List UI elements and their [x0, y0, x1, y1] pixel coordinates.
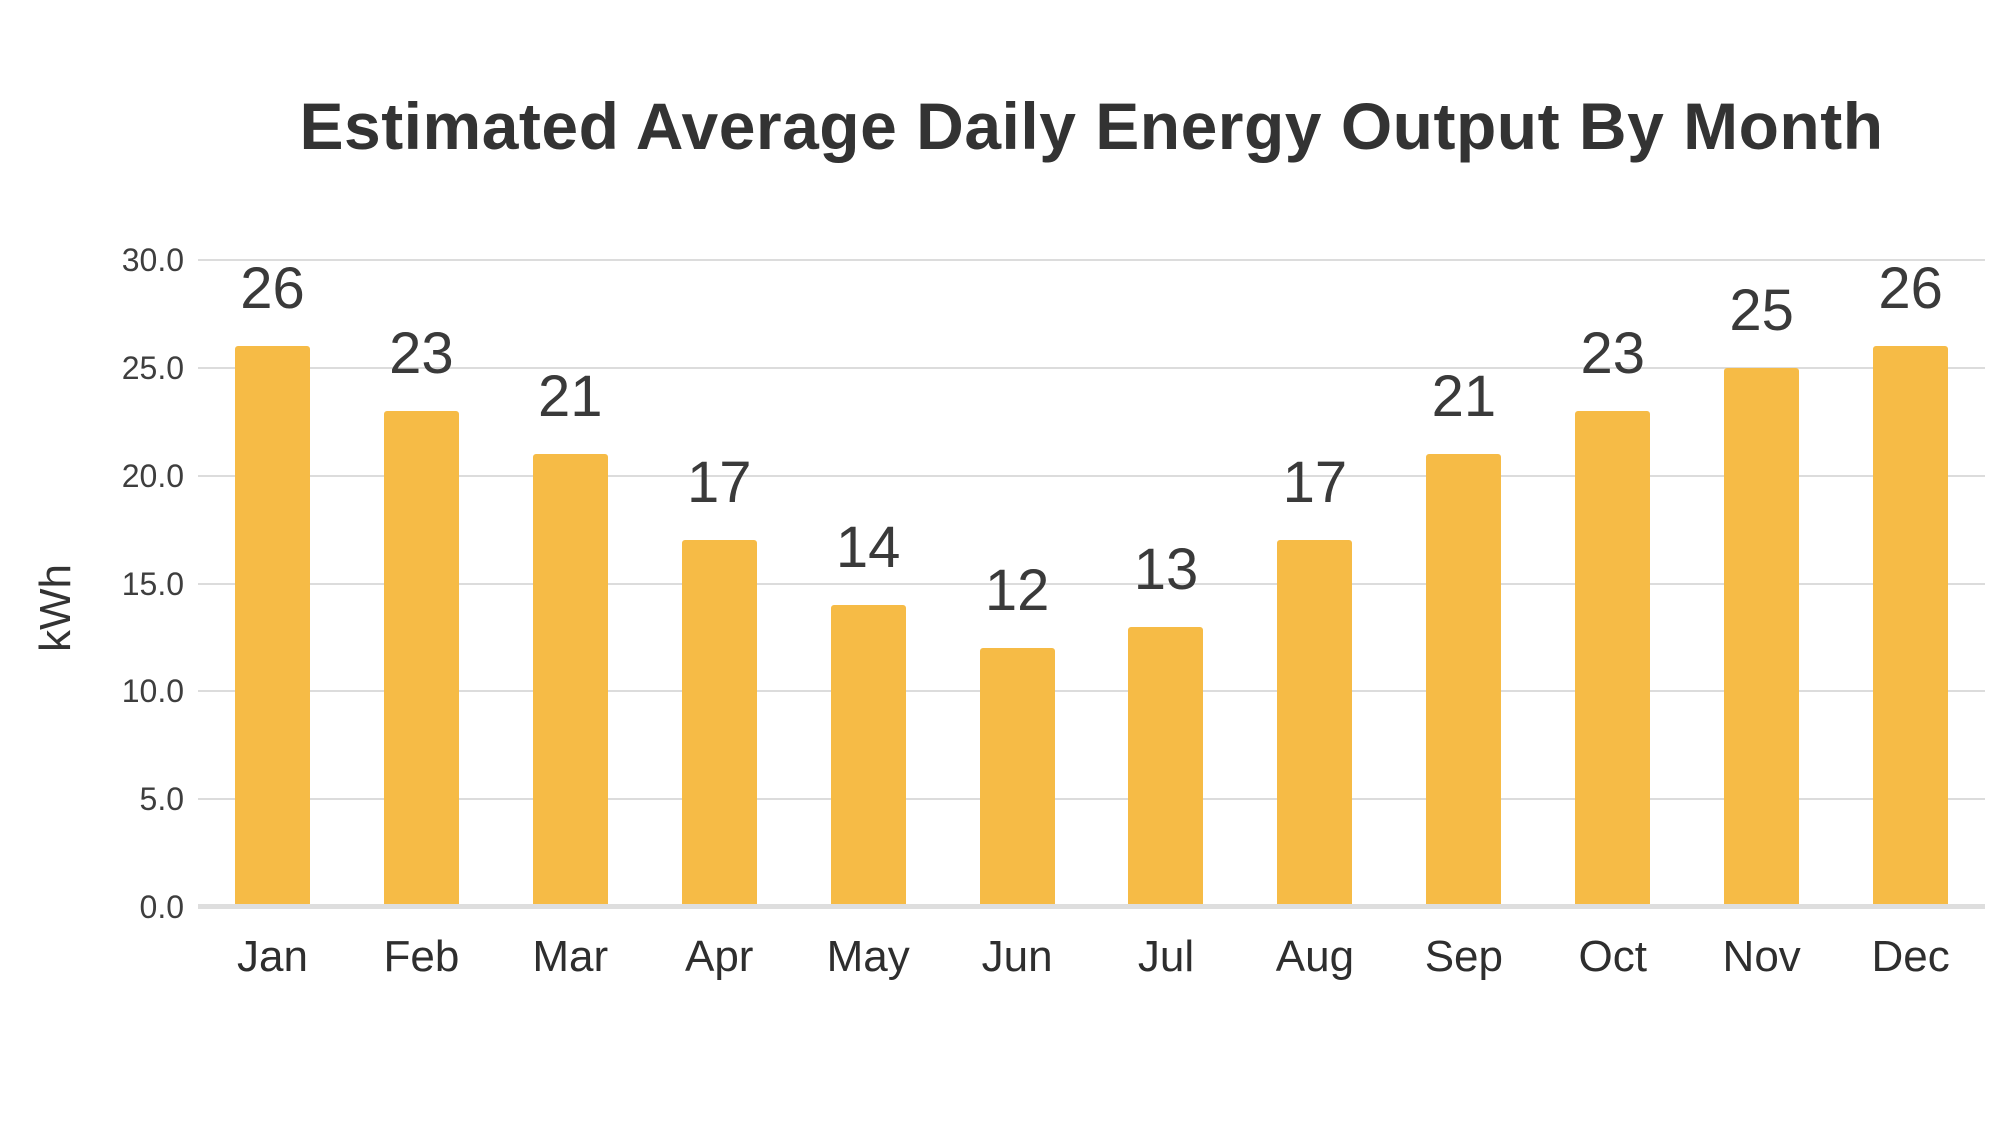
- x-tick-label-sep: Sep: [1424, 932, 1503, 981]
- bar-sep: [1426, 454, 1502, 907]
- y-tick-label: 30.0: [121, 242, 184, 278]
- bar-slot-sep: 21 Sep: [1389, 260, 1538, 979]
- bar-slot-apr: 17 Apr: [645, 260, 794, 979]
- x-tick-label-jul: Jul: [1137, 932, 1195, 981]
- bar-slot-jan: 26 Jan: [198, 260, 347, 979]
- x-axis-line: [198, 904, 1985, 909]
- x-tick-label-aug: Aug: [1275, 932, 1355, 981]
- bar-slot-feb: 23 Feb: [347, 260, 496, 978]
- bar-slot-aug: 17 Aug: [1240, 260, 1389, 979]
- bar-mar: [532, 454, 608, 907]
- gridline: [198, 474, 1985, 477]
- y-tick-label: 10.0: [121, 673, 184, 710]
- bar-slot-may: 14 May: [794, 260, 943, 979]
- x-tick-label-mar: Mar: [532, 932, 609, 981]
- y-axis-title: kWh: [31, 564, 80, 652]
- x-tick-label-nov: Nov: [1722, 932, 1801, 981]
- y-tick-label: 25.0: [121, 349, 184, 386]
- bar-apr: [681, 540, 757, 907]
- y-tick-label: 0.0: [139, 889, 184, 925]
- bar-feb: [383, 410, 459, 907]
- x-tick-label-may: May: [826, 932, 910, 981]
- bar-slot-jul: 13 Jul: [1092, 260, 1241, 979]
- bar-jan: [234, 346, 310, 907]
- y-tick-label: 5.0: [139, 781, 184, 818]
- y-tick-label: 15.0: [121, 565, 184, 602]
- bar-dec: [1873, 346, 1949, 907]
- bar-oct: [1575, 410, 1651, 907]
- gridline: [198, 690, 1985, 693]
- x-tick-label-dec: Dec: [1871, 932, 1950, 981]
- plot-area: 26 Jan 23 Feb 21 Mar 17 Apr 14 May 12 Jun 13 Jul 17 Aug…: [122, 244, 1985, 979]
- x-tick-label-feb: Feb: [383, 932, 460, 981]
- bars-row: 26 Jan 23 Feb 21 Mar 17 Apr 14 May 12 Jun 13 Jul 17 Aug…: [198, 260, 1985, 979]
- bar-may: [830, 605, 906, 907]
- bar-slot-oct: 23 Oct: [1538, 260, 1687, 979]
- gridline: [198, 582, 1985, 585]
- bar-slot-nov: 25 Nov: [1687, 260, 1836, 978]
- bar-jun: [979, 648, 1055, 907]
- gridline: [198, 798, 1985, 801]
- bar-nov: [1724, 367, 1800, 907]
- x-tick-label-apr: Apr: [684, 932, 754, 981]
- gridline: [198, 259, 1985, 261]
- x-tick-label-jan: Jan: [236, 932, 308, 981]
- y-tick-label: 20.0: [121, 457, 184, 494]
- bar-jul: [1128, 626, 1204, 907]
- bar-slot-mar: 21 Mar: [496, 260, 645, 979]
- x-tick-label-jun: Jun: [981, 932, 1053, 981]
- bar-aug: [1277, 540, 1353, 907]
- chart-title: Estimated Average Daily Energy Output By…: [299, 89, 1884, 163]
- bar-slot-jun: 12 Jun: [943, 260, 1092, 979]
- bar-slot-dec: 26 Dec: [1836, 260, 1985, 979]
- x-tick-label-oct: Oct: [1578, 932, 1647, 981]
- gridline: [198, 366, 1985, 369]
